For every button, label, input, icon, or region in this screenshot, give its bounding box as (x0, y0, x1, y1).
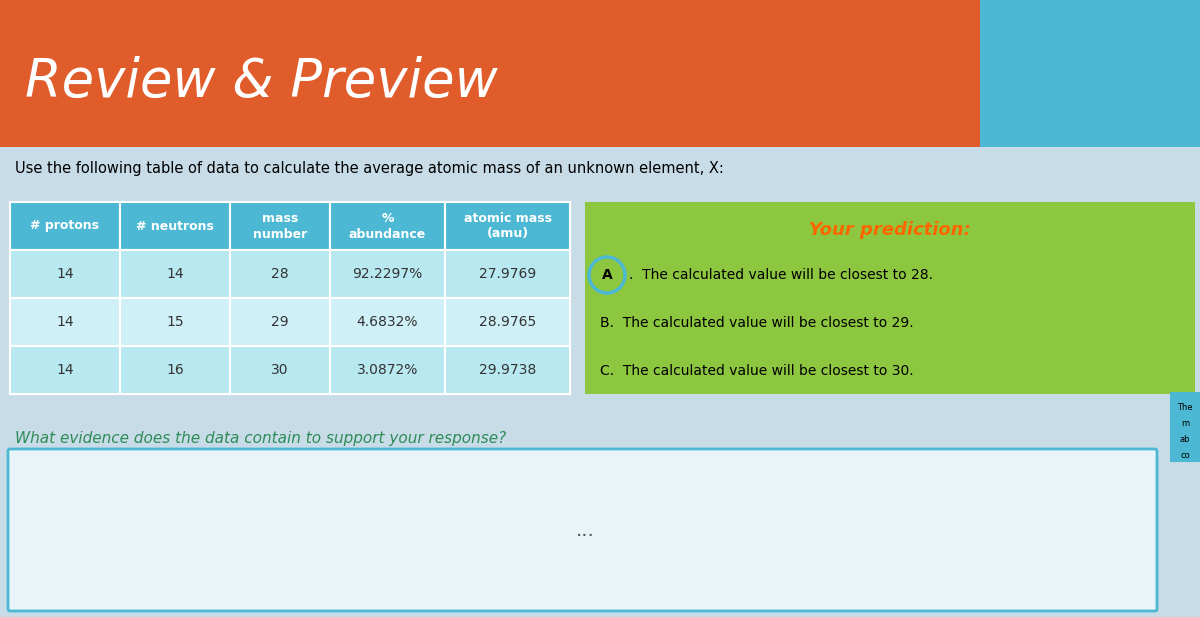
Text: 29: 29 (271, 315, 289, 329)
Text: ...: ... (576, 521, 594, 539)
Text: 3.0872%: 3.0872% (356, 363, 418, 377)
Text: 28: 28 (271, 267, 289, 281)
Text: ab: ab (1180, 434, 1190, 444)
Text: 15: 15 (166, 315, 184, 329)
Text: Review & Preview: Review & Preview (25, 56, 498, 108)
FancyBboxPatch shape (120, 346, 230, 394)
FancyBboxPatch shape (230, 202, 330, 250)
Text: mass
number: mass number (253, 212, 307, 241)
FancyBboxPatch shape (230, 298, 330, 346)
Text: The: The (1177, 402, 1193, 412)
FancyBboxPatch shape (10, 346, 120, 394)
Text: 92.2297%: 92.2297% (353, 267, 422, 281)
Text: 27.9769: 27.9769 (479, 267, 536, 281)
Text: 14: 14 (56, 315, 74, 329)
Text: atomic mass
(amu): atomic mass (amu) (463, 212, 552, 241)
FancyBboxPatch shape (230, 250, 330, 298)
FancyBboxPatch shape (980, 0, 1200, 147)
FancyBboxPatch shape (10, 202, 120, 250)
Text: B.  The calculated value will be closest to 29.: B. The calculated value will be closest … (600, 316, 913, 330)
FancyBboxPatch shape (0, 0, 1200, 147)
FancyBboxPatch shape (120, 298, 230, 346)
Text: Use the following table of data to calculate the average atomic mass of an unkno: Use the following table of data to calcu… (14, 162, 724, 176)
Text: .  The calculated value will be closest to 28.: . The calculated value will be closest t… (629, 268, 934, 282)
Text: 14: 14 (166, 267, 184, 281)
FancyBboxPatch shape (0, 162, 1200, 617)
FancyBboxPatch shape (330, 346, 445, 394)
FancyBboxPatch shape (445, 346, 570, 394)
FancyBboxPatch shape (10, 298, 120, 346)
FancyBboxPatch shape (445, 298, 570, 346)
Text: 16: 16 (166, 363, 184, 377)
Text: %
abundance: % abundance (349, 212, 426, 241)
Text: What evidence does the data contain to support your response?: What evidence does the data contain to s… (14, 431, 506, 447)
Text: Your prediction:: Your prediction: (809, 221, 971, 239)
Text: 29.9738: 29.9738 (479, 363, 536, 377)
Text: co: co (1180, 450, 1190, 460)
Text: 4.6832%: 4.6832% (356, 315, 419, 329)
Text: A: A (601, 268, 612, 282)
FancyBboxPatch shape (445, 250, 570, 298)
FancyBboxPatch shape (10, 250, 120, 298)
Text: 14: 14 (56, 267, 74, 281)
Text: 28.9765: 28.9765 (479, 315, 536, 329)
FancyBboxPatch shape (120, 202, 230, 250)
FancyBboxPatch shape (330, 298, 445, 346)
Text: m: m (1181, 418, 1189, 428)
FancyBboxPatch shape (1170, 392, 1200, 462)
FancyBboxPatch shape (120, 250, 230, 298)
FancyBboxPatch shape (330, 202, 445, 250)
FancyBboxPatch shape (8, 449, 1157, 611)
FancyBboxPatch shape (445, 202, 570, 250)
FancyBboxPatch shape (230, 346, 330, 394)
FancyBboxPatch shape (10, 202, 570, 250)
Text: 14: 14 (56, 363, 74, 377)
Text: C.  The calculated value will be closest to 30.: C. The calculated value will be closest … (600, 364, 913, 378)
Text: # neutrons: # neutrons (136, 220, 214, 233)
FancyBboxPatch shape (586, 202, 1195, 394)
Text: # protons: # protons (30, 220, 100, 233)
Text: 30: 30 (271, 363, 289, 377)
FancyBboxPatch shape (330, 250, 445, 298)
